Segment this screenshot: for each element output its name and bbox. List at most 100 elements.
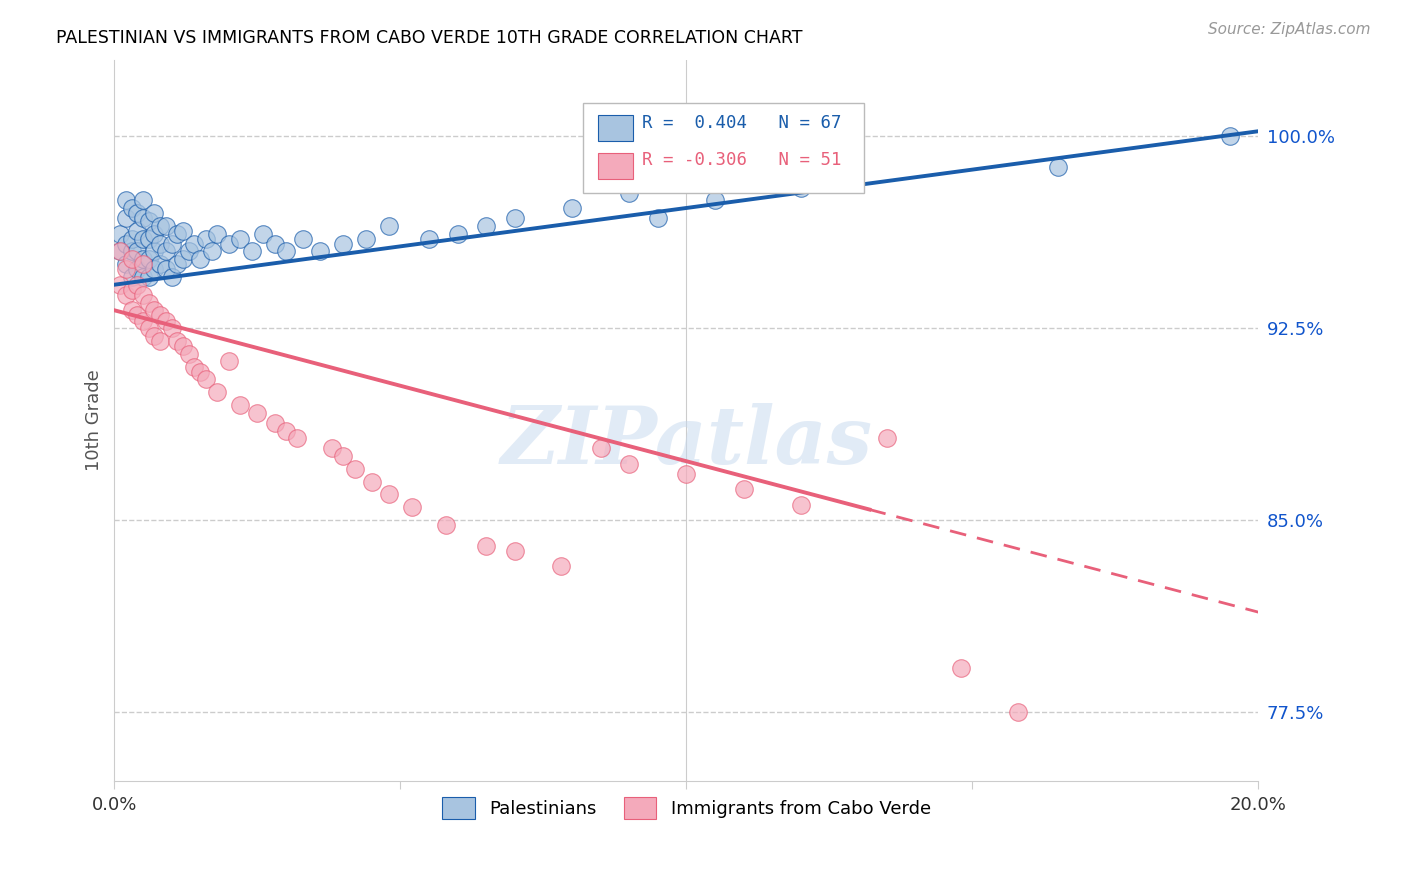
Point [177,244,200,259]
Point [155,313,177,327]
Point [121,270,143,285]
Point [229,232,252,246]
Point [183,359,205,374]
Point [143,244,166,259]
Point [434,518,457,533]
Point [475,219,498,233]
Text: R =  0.404   N = 67: R = 0.404 N = 67 [641,113,841,132]
Point [733,483,755,497]
Point [589,442,612,456]
Point [115,288,138,302]
Point [155,244,177,259]
Point [343,462,366,476]
Point [1007,705,1029,719]
Point [138,252,160,267]
Point [143,227,166,241]
Point [876,431,898,445]
Point [155,219,177,233]
Point [132,232,155,246]
Point [160,321,183,335]
Point [274,244,297,259]
Point [108,244,131,259]
Point [503,211,526,226]
Text: Source: ZipAtlas.com: Source: ZipAtlas.com [1208,22,1371,37]
Point [287,431,309,445]
Point [121,252,143,267]
Point [143,206,166,220]
Point [561,201,583,215]
Point [143,329,166,343]
Point [166,227,188,241]
Point [143,303,166,318]
Point [263,236,285,251]
Point [418,232,440,246]
Point [127,309,149,323]
Point [127,224,149,238]
Point [121,244,143,259]
Point [166,257,188,271]
Point [160,270,183,285]
Point [378,219,401,233]
Point [115,257,138,271]
Point [378,487,401,501]
Point [274,424,297,438]
Point [132,288,155,302]
Point [309,244,332,259]
Point [675,467,697,481]
Point [172,339,194,353]
Point [127,244,149,259]
Point [704,194,727,208]
Point [132,252,155,267]
Point [132,194,155,208]
Point [188,365,211,379]
Point [155,262,177,277]
Point [240,244,263,259]
Point [252,227,274,241]
Text: ZIPatlas: ZIPatlas [501,403,873,481]
Point [194,232,217,246]
Point [218,236,240,251]
Point [207,385,229,400]
Point [188,252,211,267]
Point [149,309,172,323]
Point [143,262,166,277]
Point [138,232,160,246]
Point [115,262,138,277]
Point [127,206,149,220]
Y-axis label: 10th Grade: 10th Grade [86,369,103,471]
Point [503,543,526,558]
Point [446,227,468,241]
Point [149,257,172,271]
Point [949,661,972,675]
Point [201,244,224,259]
Point [121,201,143,215]
Point [194,372,217,386]
Point [138,213,160,227]
Point [121,232,143,246]
Point [619,457,641,471]
Legend: Palestinians, Immigrants from Cabo Verde: Palestinians, Immigrants from Cabo Verde [434,789,938,826]
Point [790,498,813,512]
Point [149,219,172,233]
Point [132,270,155,285]
Point [115,236,138,251]
Point [172,224,194,238]
Point [1219,129,1241,144]
Text: R = -0.306   N = 51: R = -0.306 N = 51 [641,152,841,169]
Point [172,252,194,267]
Point [183,236,205,251]
Point [127,262,149,277]
Point [1047,160,1070,174]
Point [292,232,315,246]
Point [619,186,641,200]
Point [229,398,252,412]
Point [121,303,143,318]
Point [550,559,572,574]
Point [160,236,183,251]
Point [108,277,131,292]
Point [132,257,155,271]
Point [127,277,149,292]
Text: PALESTINIAN VS IMMIGRANTS FROM CABO VERDE 10TH GRADE CORRELATION CHART: PALESTINIAN VS IMMIGRANTS FROM CABO VERD… [56,29,803,46]
Point [132,211,155,226]
Point [149,334,172,348]
